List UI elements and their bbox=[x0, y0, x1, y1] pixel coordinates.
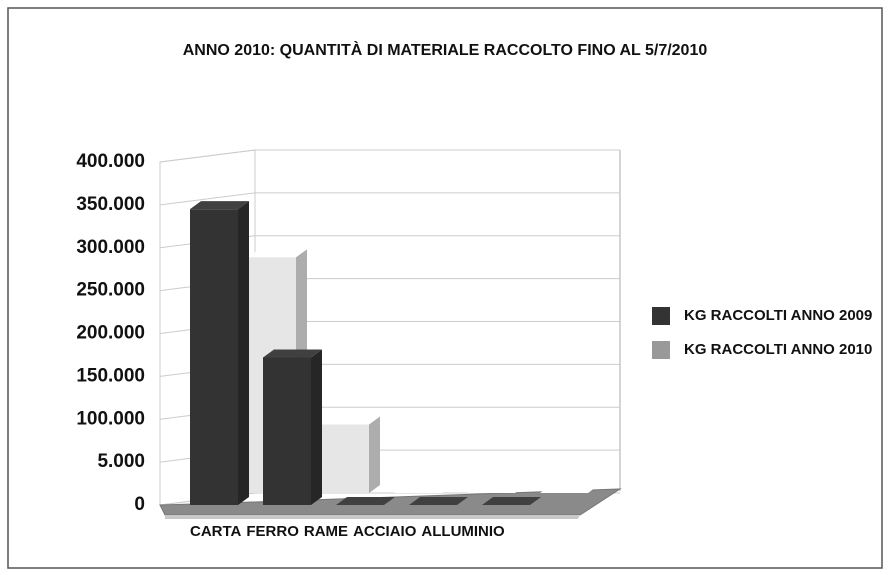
bar-top bbox=[482, 497, 541, 505]
bar-top bbox=[467, 485, 526, 493]
y-tick-label: 250.000 bbox=[76, 280, 145, 301]
x-tick-label: ACCIAIO bbox=[353, 523, 417, 540]
y-tick-label: 400.000 bbox=[76, 151, 145, 172]
bar-top bbox=[409, 497, 468, 505]
bar bbox=[409, 497, 468, 505]
x-tick-label: CARTA bbox=[190, 523, 242, 540]
chart-title: ANNO 2010: QUANTITÀ DI MATERIALE RACCOLT… bbox=[183, 40, 708, 59]
bar bbox=[190, 201, 249, 505]
bar-top bbox=[336, 497, 395, 505]
y-tick-label: 350.000 bbox=[76, 194, 145, 215]
y-tick-label: 5.000 bbox=[97, 451, 145, 472]
legend-swatch bbox=[652, 307, 670, 325]
y-tick-label: 0 bbox=[134, 494, 145, 515]
floor-edge bbox=[165, 515, 580, 519]
bar-top bbox=[190, 201, 249, 210]
legend-label: KG RACCOLTI ANNO 2010 bbox=[684, 341, 872, 358]
grid-line bbox=[159, 192, 620, 206]
y-tick-label: 150.000 bbox=[76, 365, 145, 386]
legend-swatch bbox=[652, 341, 670, 359]
bar-top bbox=[540, 485, 599, 493]
y-tick-label: 200.000 bbox=[76, 323, 145, 344]
y-tick-label: 300.000 bbox=[76, 237, 145, 258]
bar-top bbox=[248, 249, 307, 258]
bar-front bbox=[263, 357, 311, 505]
frame bbox=[7, 7, 883, 569]
bar bbox=[394, 485, 453, 493]
bar-front bbox=[321, 424, 369, 493]
grid-line bbox=[159, 149, 620, 163]
bar-side bbox=[369, 416, 380, 493]
bar-top bbox=[321, 416, 380, 425]
bar bbox=[263, 349, 322, 505]
bar bbox=[336, 497, 395, 505]
bar bbox=[321, 416, 380, 493]
bar-front bbox=[190, 209, 238, 505]
bar bbox=[467, 485, 526, 493]
x-tick-label: RAME bbox=[304, 523, 348, 540]
bar-top bbox=[263, 349, 322, 358]
bar bbox=[482, 497, 541, 505]
bar-side bbox=[311, 349, 322, 505]
y-tick-label: 100.000 bbox=[76, 408, 145, 429]
bar-top bbox=[394, 485, 453, 493]
x-tick-label: FERRO bbox=[246, 523, 299, 540]
bar bbox=[540, 485, 599, 493]
bar-side bbox=[238, 201, 249, 505]
legend-label: KG RACCOLTI ANNO 2009 bbox=[684, 307, 872, 324]
x-tick-label: ALLUMINIO bbox=[421, 523, 505, 540]
